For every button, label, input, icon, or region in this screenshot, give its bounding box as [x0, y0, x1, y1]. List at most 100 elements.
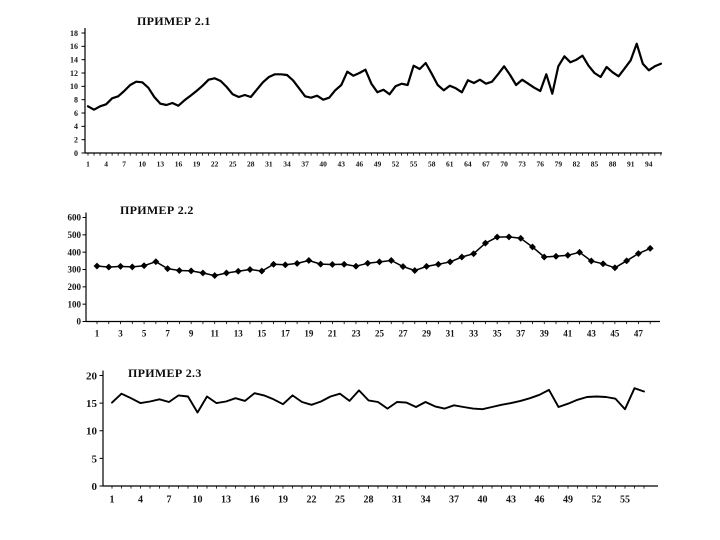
x-tick-label: 43: [338, 160, 346, 169]
x-tick-label: 7: [122, 160, 126, 169]
y-tick-label: 2: [74, 136, 78, 145]
x-tick-label: 47: [634, 329, 644, 339]
data-point-marker: [576, 248, 584, 256]
data-point-marker: [234, 267, 242, 275]
data-point-marker: [517, 234, 525, 242]
x-tick-label: 28: [247, 160, 255, 169]
data-point-marker: [611, 264, 619, 272]
x-tick-label: 64: [464, 160, 472, 169]
y-tick-label: 18: [70, 29, 78, 38]
data-point-marker: [93, 262, 101, 270]
x-tick-label: 7: [167, 495, 172, 506]
x-tick-label: 3: [118, 329, 123, 339]
x-tick-label: 16: [250, 495, 260, 506]
data-point-marker: [269, 260, 278, 268]
x-tick-label: 16: [175, 160, 183, 169]
x-tick-label: 37: [516, 329, 526, 339]
x-tick-label: 37: [449, 495, 459, 506]
x-tick-label: 34: [421, 495, 431, 506]
x-tick-label: 52: [592, 495, 602, 506]
x-tick-label: 25: [229, 160, 237, 169]
data-point-marker: [458, 253, 466, 261]
chart-plot-area-3: 0 5 10 15 20 1 4 7 10 13 16 19 22 25 28 31 34 37 40 43 46 49 5…: [86, 370, 658, 506]
x-tick-label: 21: [328, 329, 338, 339]
x-tick-label: 35: [493, 329, 503, 339]
y-tick-label: 300: [68, 265, 82, 275]
x-tick-label: 4: [138, 495, 143, 506]
x-tick-label: 22: [211, 160, 219, 169]
y-tick-label: 10: [70, 82, 78, 91]
data-point-marker: [434, 260, 442, 268]
y-tick-label: 200: [68, 282, 82, 292]
x-tick-label: 7: [165, 329, 170, 339]
data-point-marker: [187, 267, 195, 275]
x-tick-label: 22: [307, 495, 317, 506]
x-tick-label: 1: [110, 495, 115, 506]
x-tick-label: 5: [142, 329, 147, 339]
series-line: [111, 387, 645, 414]
data-point-marker: [340, 260, 348, 268]
data-point-marker: [505, 233, 513, 241]
x-tick-label: 55: [410, 160, 418, 169]
x-tick-label: 28: [364, 495, 374, 506]
x-tick-label: 76: [537, 160, 545, 169]
data-point-marker: [281, 261, 289, 269]
x-tick-label: 40: [319, 160, 327, 169]
x-tick-label: 58: [428, 160, 436, 169]
y-tick-label: 500: [68, 230, 82, 240]
y-tick-label: 12: [70, 69, 78, 78]
x-tick-label: 17: [281, 329, 291, 339]
data-point-marker: [352, 262, 360, 270]
y-tick-label: 600: [68, 213, 82, 223]
x-tick-label: 61: [446, 160, 454, 169]
data-point-marker: [175, 266, 183, 275]
x-tick-label: 91: [627, 160, 635, 169]
chart-primer-2-3: ПРИМЕР 2.3 0 5 10 15 20 1 4 7 10 13 16 19 22 25 28 31 34…: [86, 366, 658, 506]
x-tick-label: 52: [392, 160, 400, 169]
data-point-marker: [199, 269, 207, 277]
x-tick-label: 9: [189, 329, 194, 339]
x-tick-label: 34: [283, 160, 291, 169]
data-point-marker: [646, 244, 654, 252]
data-point-marker: [411, 266, 419, 275]
x-tick-label: 41: [563, 329, 573, 339]
y-tick-label: 6: [74, 109, 78, 118]
x-tick-label: 43: [587, 329, 597, 339]
x-tick-label: 46: [356, 160, 364, 169]
y-tick-label: 5: [92, 453, 98, 465]
x-tick-label: 33: [469, 329, 479, 339]
chart-title-2-3: ПРИМЕР 2.3: [128, 366, 202, 380]
x-tick-label: 45: [610, 329, 620, 339]
x-tick-label: 13: [221, 495, 231, 506]
x-tick-label: 4: [104, 160, 108, 169]
y-tick-label: 15: [86, 398, 98, 410]
x-tick-label: 46: [535, 495, 545, 506]
data-point-marker: [493, 233, 501, 241]
series-line: [86, 42, 663, 111]
chart-title-2-2: ПРИМЕР 2.2: [120, 203, 194, 217]
data-point-marker: [317, 260, 325, 268]
x-tick-label: 29: [422, 329, 432, 339]
x-tick-label: 85: [591, 160, 599, 169]
x-tick-label: 88: [609, 160, 617, 169]
data-point-marker: [128, 263, 136, 271]
x-tick-label: 37: [301, 160, 309, 169]
data-point-marker: [105, 263, 113, 271]
data-point-marker: [564, 251, 572, 259]
y-tick-label: 0: [74, 149, 78, 158]
y-tick-label: 0: [77, 317, 82, 327]
x-tick-label: 13: [157, 160, 165, 169]
data-point-marker: [423, 262, 431, 270]
x-tick-label: 55: [620, 495, 630, 506]
data-point-marker: [623, 257, 631, 265]
data-point-marker: [164, 265, 172, 273]
data-point-marker: [305, 256, 313, 265]
x-tick-label: 31: [446, 329, 456, 339]
x-tick-label: 19: [304, 329, 314, 339]
x-tick-label: 40: [478, 495, 488, 506]
x-tick-label: 43: [506, 495, 516, 506]
